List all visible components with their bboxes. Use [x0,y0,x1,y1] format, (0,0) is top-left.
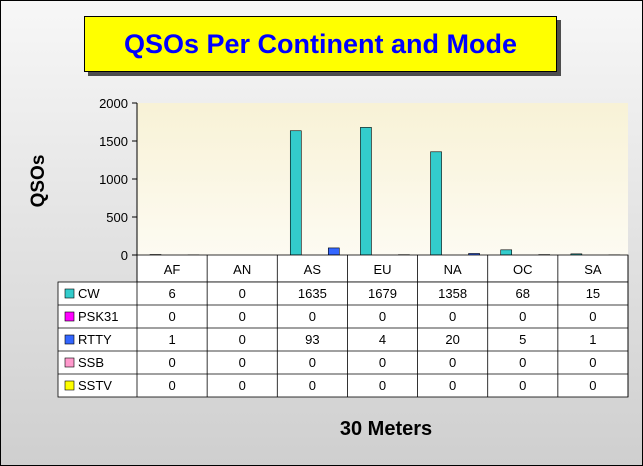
data-label: 0 [589,355,596,370]
x-tick-label: SA [584,262,602,277]
plot-area [137,103,628,255]
y-tick-label: 2000 [99,96,128,111]
data-label: 1635 [298,286,327,301]
data-label: 0 [168,355,175,370]
table-header-row [136,254,629,283]
x-tick-label: AF [164,262,181,277]
x-tick-label: OC [513,262,533,277]
bar-cw-oc [500,249,513,256]
y-tick-label: 1500 [99,134,128,149]
x-axis-label: 30 Meters [339,418,433,440]
data-label: 0 [519,309,526,324]
data-label: 20 [445,332,459,347]
x-tick-label: EU [373,262,391,277]
bar-cw-as [289,130,302,256]
data-label: 0 [239,355,246,370]
data-label: 5 [519,332,526,347]
data-label: 0 [379,309,386,324]
data-label: 1358 [438,286,467,301]
x-tick-label: AS [304,262,322,277]
data-label: 0 [309,378,316,393]
data-label: 0 [379,355,386,370]
data-label: 0 [309,309,316,324]
legend-swatch-sstv [64,380,75,391]
data-label: 0 [519,378,526,393]
x-tick-label: NA [444,262,462,277]
data-label: 6 [168,286,175,301]
data-label: 0 [519,355,526,370]
data-label: 0 [239,286,246,301]
legend-label-psk31: PSK31 [78,309,118,324]
data-label: 4 [379,332,386,347]
y-tick-label: 500 [106,210,128,225]
x-tick-label: AN [233,262,251,277]
chart-title: QSOs Per Continent and Mode [123,28,518,59]
chart-title-box: QSOs Per Continent and Mode [84,16,557,72]
data-label: 0 [309,355,316,370]
legend-swatch-psk31 [64,311,75,322]
data-label: 0 [239,332,246,347]
data-label: 0 [168,378,175,393]
data-label: 0 [449,309,456,324]
data-label: 0 [449,355,456,370]
legend-label-ssb: SSB [78,355,104,370]
data-label: 0 [589,309,596,324]
data-label: 0 [239,309,246,324]
data-label: 93 [305,332,319,347]
legend-label-cw: CW [78,286,100,301]
data-label: 15 [586,286,600,301]
legend-swatch-ssb [64,357,75,368]
data-label: 0 [589,378,596,393]
data-label: 68 [516,286,530,301]
data-label: 1679 [368,286,397,301]
data-label: 1 [589,332,596,347]
data-label: 0 [168,309,175,324]
y-tick-label: 1000 [99,172,128,187]
legend-label-sstv: SSTV [78,378,112,393]
data-label: 0 [379,378,386,393]
legend-label-rtty: RTTY [78,332,112,347]
data-label: 1 [168,332,175,347]
data-label: 0 [239,378,246,393]
data-label: 0 [449,378,456,393]
bar-cw-eu [360,127,372,256]
data-table [57,281,629,398]
y-tick-label: 0 [121,248,128,263]
bar-cw-na [430,151,442,256]
bar-rtty-as [327,247,340,256]
legend-swatch-cw [64,288,75,299]
legend-swatch-rtty [64,334,75,345]
